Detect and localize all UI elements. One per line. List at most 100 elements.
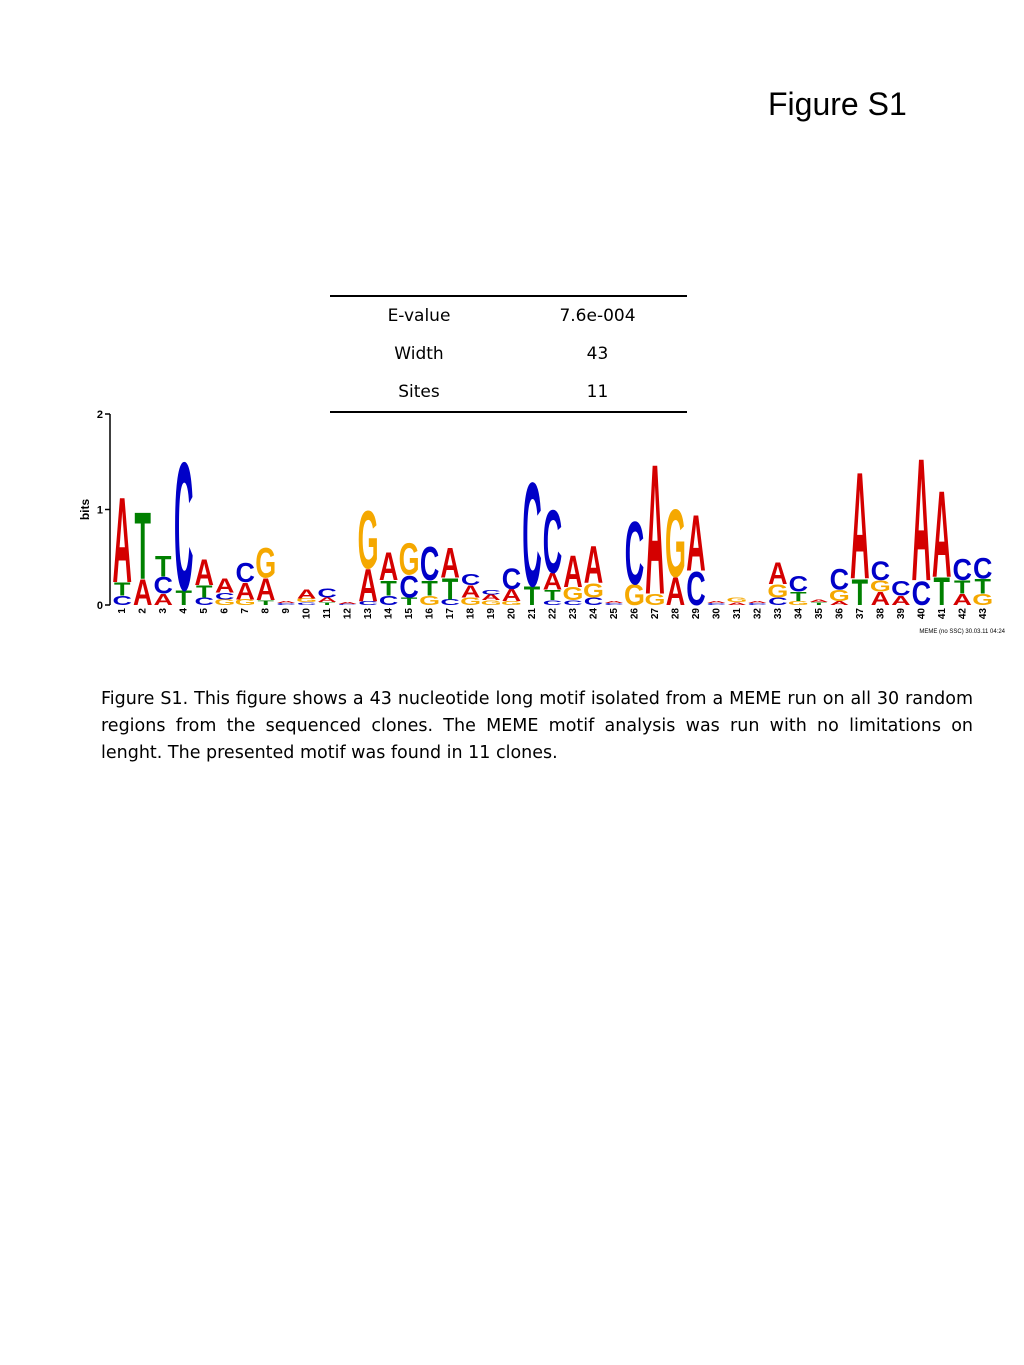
logo-letter-C: C	[604, 603, 624, 606]
x-tick-label: 6	[220, 608, 231, 614]
logo-letter-C: C	[502, 563, 521, 595]
x-tick-label: 2	[138, 608, 149, 614]
logo-letter-C: C	[276, 603, 296, 606]
x-tick-label: 38	[875, 608, 886, 620]
logo-letter-A: A	[912, 422, 931, 618]
x-tick-label: 40	[916, 608, 927, 620]
logo-letter-A: A	[276, 601, 296, 604]
y-tick-label: 1	[97, 505, 103, 517]
logo-letter-G: G	[419, 594, 440, 608]
stat-label: Width	[394, 344, 444, 364]
logo-letter-C: C	[973, 552, 992, 584]
x-tick-label: 19	[486, 608, 497, 620]
logo-letter-G: G	[829, 587, 850, 605]
logo-letter-A: A	[440, 539, 459, 587]
logo-letter-T: T	[135, 491, 152, 599]
logo-letter-G: G	[358, 494, 379, 585]
x-tick-label: 4	[179, 608, 190, 614]
logo-letter-A: A	[748, 601, 768, 604]
stat-label: E-value	[387, 306, 451, 326]
logo-letter-C: C	[113, 594, 132, 608]
logo-letter-A: A	[604, 601, 624, 604]
logo-letter-A: A	[809, 599, 829, 603]
logo-letter-T: T	[257, 599, 273, 606]
x-tick-label: 27	[650, 608, 661, 620]
logo-letter-A: A	[666, 570, 685, 615]
x-tick-label: 1	[117, 608, 128, 614]
logo-letter-C: C	[625, 504, 644, 604]
logo-letter-C: C	[748, 603, 768, 606]
logo-letter-C: C	[953, 554, 972, 588]
logo-letter-T: T	[380, 577, 397, 601]
x-tick-label: 14	[384, 608, 395, 620]
logo-letter-A: A	[113, 472, 132, 609]
logo-letter-A: A	[584, 535, 603, 594]
logo-letter-T: T	[401, 596, 418, 608]
logo-letter-C: C	[317, 586, 336, 600]
logo-letter-A: A	[502, 586, 521, 605]
x-tick-label: 5	[199, 608, 210, 614]
x-tick-label: 28	[670, 608, 681, 620]
logo-letter-T: T	[811, 602, 828, 606]
x-tick-label: 25	[609, 608, 620, 620]
table-row: Width 43	[330, 335, 687, 373]
y-axis-label: bits	[78, 499, 92, 521]
stat-value: 43	[586, 344, 609, 364]
x-tick-label: 29	[691, 608, 702, 620]
logo-letter-C: C	[358, 600, 377, 606]
table-row: Sites 11	[330, 373, 687, 412]
logo-letter-G: G	[767, 581, 788, 602]
logo-letter-G: G	[665, 491, 686, 599]
x-tick-label: 30	[711, 608, 722, 620]
logo-letter-T: T	[319, 602, 336, 606]
logo-letter-C: C	[789, 573, 809, 598]
logo-letter-C: C	[174, 425, 193, 629]
x-tick-label: 23	[568, 608, 579, 620]
logo-letter-C: C	[297, 602, 317, 606]
logo-letter-G: G	[972, 591, 993, 609]
logo-letter-C: C	[768, 596, 788, 608]
x-tick-label: 16	[425, 608, 436, 620]
chart-footer: MEME (no SSC) 30.03.11 04:24	[919, 629, 1005, 635]
logo-letter-G: G	[214, 598, 235, 607]
logo-letter-C: C	[235, 557, 255, 589]
x-tick-label: 15	[404, 608, 415, 620]
logo-letter-A: A	[461, 582, 480, 601]
logo-letter-G: G	[644, 591, 665, 609]
logo-letter-C: C	[399, 569, 418, 605]
x-tick-label: 17	[445, 608, 456, 620]
logo-letter-C: C	[707, 603, 727, 606]
x-tick-label: 13	[363, 608, 374, 620]
logo-letter-A: A	[871, 588, 891, 609]
motif-stats-table: E-value 7.6e-004 Width 43 Sites 11	[330, 295, 687, 413]
logo-letter-G: G	[255, 539, 276, 587]
y-tick-label: 0	[97, 600, 103, 612]
x-tick-label: 42	[957, 608, 968, 620]
logo-letter-C: C	[153, 573, 172, 599]
logo-letter-G: G	[235, 598, 256, 607]
logo-letter-C: C	[194, 596, 214, 608]
logo-letter-C: C	[686, 563, 705, 616]
x-tick-label: 26	[629, 608, 640, 620]
logo-letter-G: G	[563, 583, 584, 604]
logo-letter-C: C	[481, 589, 500, 596]
logo-letter-T: T	[790, 590, 806, 604]
logo-letter-A: A	[379, 545, 398, 590]
logo-letter-C: C	[830, 564, 849, 596]
x-tick-label: 21	[527, 608, 538, 620]
logo-letter-A: A	[645, 427, 664, 634]
logo-letter-C: C	[420, 538, 439, 591]
x-tick-label: 8	[261, 608, 272, 614]
logo-letter-C: C	[522, 451, 541, 618]
logo-letter-A: A	[686, 498, 705, 588]
logo-letter-C: C	[543, 493, 562, 593]
x-tick-label: 34	[793, 608, 804, 620]
y-tick-label: 2	[97, 409, 103, 421]
x-tick-label: 3	[158, 608, 169, 614]
logo-letter-A: A	[154, 591, 173, 609]
logo-letter-G: G	[501, 600, 522, 606]
logo-letter-C: C	[440, 598, 459, 607]
logo-letter-C: C	[563, 599, 582, 606]
figure-title: Figure S1	[768, 86, 907, 122]
